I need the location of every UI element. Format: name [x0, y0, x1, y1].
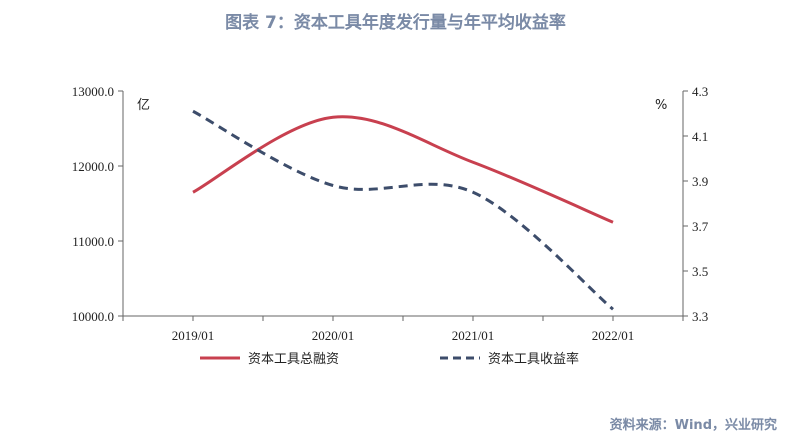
series-line-yield [192, 109, 614, 311]
x-tick-label: 2022/01 [592, 328, 635, 343]
chart-title: 图表 7：资本工具年度发行量与年平均收益率 [225, 13, 566, 33]
right-tick-label: 3.3 [692, 309, 708, 324]
right-tick-label: 4.3 [692, 84, 708, 99]
axes: 13000.0 12000.0 11000.0 10000.0 4.3 4.1 3.9 3.7… [72, 84, 709, 343]
right-tick-label: 3.5 [692, 264, 708, 279]
left-axis-unit: 亿 [137, 98, 150, 113]
left-tick-label: 10000.0 [72, 309, 114, 324]
right-axis-unit: % [655, 98, 667, 113]
x-tick-label: 2020/01 [312, 328, 355, 343]
right-tick-label: 3.9 [692, 174, 708, 189]
series-lines [192, 109, 614, 311]
legend: 资本工具总融资 资本工具收益率 [200, 351, 579, 367]
left-tick-label: 13000.0 [72, 84, 114, 99]
source-note: 资料来源：Wind，兴业研究 [609, 418, 777, 433]
right-tick-label: 4.1 [692, 129, 708, 144]
right-tick-label: 3.7 [692, 219, 709, 234]
x-tick-label: 2021/01 [452, 328, 495, 343]
left-tick-label: 11000.0 [72, 234, 114, 249]
series-line-financing [192, 115, 614, 224]
legend-label: 资本工具总融资 [248, 352, 339, 367]
x-tick-label: 2019/01 [172, 328, 215, 343]
legend-label: 资本工具收益率 [488, 351, 579, 367]
left-tick-label: 12000.0 [72, 159, 114, 174]
